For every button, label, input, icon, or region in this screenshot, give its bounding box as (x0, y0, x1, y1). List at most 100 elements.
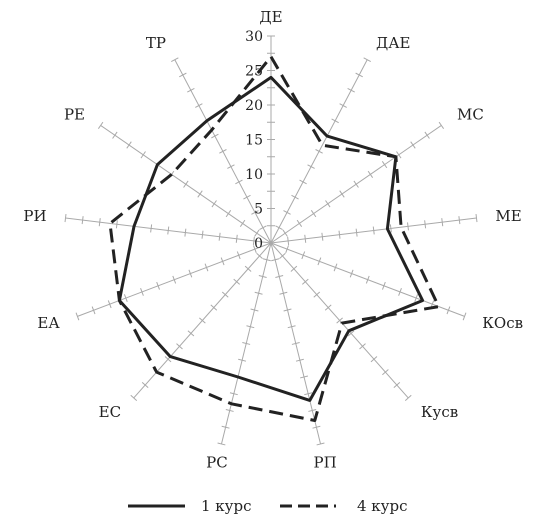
category-label-ЕА: ЕА (37, 314, 60, 332)
tick-mark (325, 200, 331, 208)
tick-mark (252, 245, 257, 254)
radial-tick-label: 30 (245, 29, 263, 45)
tick-mark (414, 294, 419, 302)
tick-mark (236, 251, 241, 260)
tick-mark (271, 258, 280, 262)
tick-mark (221, 291, 229, 298)
tick-mark (287, 325, 296, 329)
tick-mark (259, 225, 267, 231)
tick-mark (244, 265, 252, 272)
tick-mark (115, 220, 118, 229)
tick-mark (250, 308, 259, 312)
tick-mark (382, 281, 386, 290)
tick-mark (107, 300, 112, 309)
radial-axis: 0 5 10 15 20 25 30 (245, 29, 263, 252)
category-labels: ДЕ ДАЕ МС МЕ КОсв Кусв РП РС ЕС ЕА РИ РЕ ТР (23, 8, 523, 471)
tick-mark (184, 228, 187, 237)
tick-mark (324, 304, 332, 311)
tick-mark (229, 392, 238, 396)
tick-mark (279, 291, 288, 295)
tick-mark (321, 232, 324, 241)
tick-mark (291, 194, 299, 200)
tick-mark (355, 72, 363, 78)
tick-mark (64, 214, 67, 223)
tick-mark (291, 342, 300, 345)
tick-mark (365, 275, 370, 284)
legend-label-series-2: 4 курс (357, 497, 408, 515)
tick-mark (156, 281, 160, 290)
tick-mark (349, 269, 354, 278)
tick-mark (372, 226, 375, 235)
radial-tick-label: 10 (245, 167, 263, 183)
tick-mark (353, 180, 359, 188)
tick-mark (167, 226, 170, 235)
tick-mark (211, 133, 219, 139)
tick-mark (126, 141, 132, 149)
tick-mark (225, 409, 234, 412)
tick-mark (91, 306, 96, 315)
tick-mark (235, 234, 238, 243)
category-label-ДЕ: ДЕ (259, 8, 282, 26)
tick-mark (97, 121, 104, 129)
tick-mark (282, 229, 288, 237)
tick-mark (188, 269, 193, 278)
legend: 1 курс 4 курс (128, 497, 408, 515)
category-label-МЕ: МЕ (495, 207, 521, 225)
category-label-Кусв: Кусв (421, 403, 458, 421)
series-line-2 (108, 55, 441, 422)
tick-mark (98, 218, 101, 227)
tick-mark (275, 275, 284, 278)
tick-mark (301, 251, 306, 260)
tick-mark (123, 294, 128, 302)
tick-mark (338, 230, 341, 239)
tick-mark (347, 330, 355, 337)
tick-mark (475, 214, 478, 223)
tick-mark (75, 312, 80, 321)
radial-tick-label: 20 (245, 98, 263, 114)
tick-mark (275, 225, 283, 231)
tick-mark (283, 210, 291, 215)
tick-mark (317, 257, 322, 266)
tick-mark (112, 131, 118, 139)
tick-mark (347, 87, 355, 93)
tick-mark (296, 219, 303, 227)
tick-mark (313, 291, 321, 298)
tick-mark (462, 312, 467, 321)
tick-mark (367, 170, 374, 178)
tick-mark (176, 343, 183, 350)
tick-mark (300, 375, 309, 379)
tick-mark (382, 369, 389, 376)
tick-mark (254, 229, 260, 237)
tick-mark (233, 278, 241, 285)
tick-mark (363, 57, 371, 63)
tick-mark (316, 442, 325, 446)
tick-mark (458, 216, 461, 225)
tick-mark (218, 232, 221, 241)
tick-mark (393, 382, 401, 389)
tick-mark (242, 342, 251, 345)
tick-mark (210, 304, 218, 311)
category-label-МС: МС (457, 106, 484, 124)
tick-mark (331, 118, 339, 124)
tick-mark (219, 149, 227, 154)
tick-mark (164, 356, 172, 363)
tick-mark (396, 151, 402, 159)
tick-mark (299, 179, 307, 185)
tick-mark (301, 278, 309, 285)
radial-tick-label: 25 (245, 64, 263, 80)
tick-mark (398, 288, 402, 296)
tick-mark (199, 317, 206, 324)
category-label-РП: РП (314, 453, 337, 471)
tick-mark (308, 409, 317, 412)
tick-mark (225, 210, 232, 218)
tick-mark (195, 103, 203, 108)
tick-mark (140, 288, 144, 296)
tick-mark (407, 222, 409, 231)
tick-mark (404, 394, 412, 401)
tick-mark (252, 236, 255, 245)
tick-mark (339, 190, 345, 198)
tick-mark (243, 194, 251, 200)
category-label-ДАЕ: ДАЕ (376, 34, 411, 52)
tick-mark (315, 149, 323, 154)
tick-mark (204, 263, 209, 272)
